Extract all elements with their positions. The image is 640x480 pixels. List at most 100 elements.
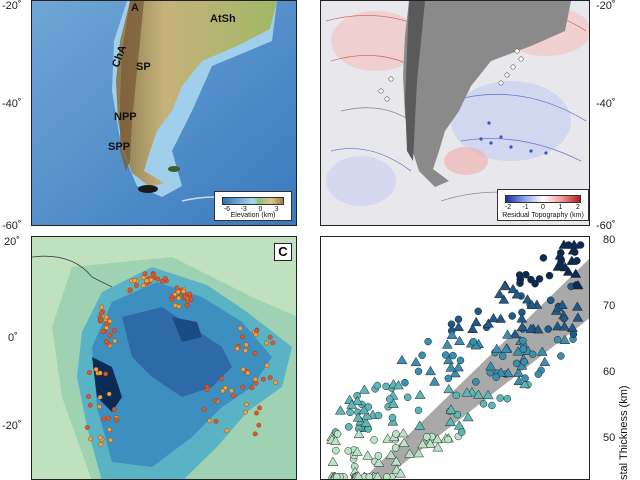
- scatter-triangle: [351, 446, 363, 456]
- scatter-circle: [512, 359, 521, 368]
- scatter-triangle: [404, 448, 416, 458]
- scatter-circle: [531, 279, 539, 288]
- scatter-triangle: [482, 318, 494, 328]
- scatter-triangle: [385, 449, 397, 459]
- scatter-circle: [392, 430, 400, 438]
- station-point: [144, 278, 150, 284]
- scatter-circle: [383, 473, 391, 479]
- scatter-circle: [346, 408, 354, 417]
- scatter-triangle: [556, 299, 568, 309]
- panel-thickness-scatter: [320, 236, 590, 480]
- scatter-triangle: [470, 316, 482, 327]
- scatter-triangle: [373, 457, 385, 467]
- scatter-triangle: [414, 389, 426, 399]
- station-point: [184, 303, 190, 308]
- scatter-circle: [332, 446, 340, 455]
- scatter-triangle: [461, 387, 473, 397]
- scatter-triangle: [417, 438, 429, 449]
- station-point: [176, 295, 182, 301]
- thickness-scatter-plot: [326, 239, 589, 479]
- scatter-circle: [364, 403, 373, 411]
- station-point: [252, 351, 258, 356]
- scatter-triangle: [571, 301, 583, 311]
- scatter-triangle: [441, 339, 453, 349]
- scatter-triangle: [392, 380, 404, 390]
- scatter-triangle: [499, 280, 511, 291]
- station-point: [498, 80, 504, 86]
- scatter-circle: [498, 352, 507, 360]
- scatter-circle: [539, 254, 548, 262]
- scatter-triangle: [443, 383, 455, 394]
- scatter-circle: [516, 279, 524, 287]
- scatter-circle: [388, 413, 397, 422]
- scatter-triangle: [432, 442, 444, 452]
- scatter-circle: [452, 391, 461, 400]
- station-point: [244, 401, 249, 407]
- scatter-triangle: [525, 323, 537, 333]
- station-point: [97, 370, 103, 376]
- scatter-circle: [423, 433, 431, 441]
- thickness-max-band: [172, 317, 202, 342]
- station-point: [175, 289, 181, 295]
- station-point: [148, 277, 154, 283]
- scatter-circle: [424, 337, 432, 346]
- elevation-tick: 0: [258, 206, 263, 213]
- scatter-triangle: [361, 410, 373, 420]
- andes-hillshade: [405, 1, 425, 161]
- scatter-triangle: [353, 471, 364, 479]
- station-point: [84, 425, 90, 430]
- station-point: [240, 366, 246, 372]
- station-point: [219, 376, 225, 382]
- scatter-triangle: [558, 321, 570, 331]
- station-point: [155, 276, 161, 282]
- scatter-triangle: [351, 395, 363, 406]
- scatter-triangle: [396, 354, 408, 365]
- contour-line: [330, 148, 412, 172]
- station-point: [224, 428, 230, 434]
- scatter-triangle: [519, 378, 531, 389]
- scatter-circle: [365, 473, 374, 479]
- scatter-circle: [403, 393, 412, 402]
- elevation-legend-ticks: -6 -3 0 3: [222, 206, 284, 215]
- panel-d-y-tick: 70: [603, 300, 616, 312]
- station-point: [260, 376, 266, 382]
- scatter-circle: [414, 367, 423, 376]
- scatter-circle: [546, 296, 555, 305]
- scatter-circle: [469, 337, 478, 346]
- station-point: [100, 329, 106, 335]
- station-point: [112, 338, 118, 344]
- scatter-circle: [447, 320, 456, 328]
- scatter-circle: [333, 473, 341, 479]
- scatter-triangle: [454, 335, 465, 345]
- station-point: [207, 418, 213, 424]
- scatter-circle: [441, 351, 450, 359]
- station-point: [267, 375, 273, 381]
- scatter-triangle: [498, 294, 510, 304]
- scatter-circle: [374, 411, 383, 420]
- elevation-map-canvas: [32, 1, 296, 225]
- scatter-triangle: [410, 356, 422, 367]
- station-point: [254, 410, 259, 416]
- residual-tick: 1: [558, 204, 563, 211]
- scatter-circle: [557, 352, 565, 360]
- elevation-tick: -3: [240, 206, 247, 213]
- scatter-triangle: [446, 329, 458, 339]
- scatter-circle: [553, 335, 562, 344]
- station-point: [220, 388, 226, 394]
- label-spp: SPP: [108, 141, 131, 153]
- residual-point: [489, 141, 493, 145]
- scatter-triangle: [539, 356, 551, 367]
- scatter-circle: [401, 378, 409, 387]
- station-point: [141, 283, 146, 288]
- scatter-triangle: [413, 448, 424, 458]
- scatter-triangle: [373, 471, 383, 479]
- station-point: [252, 376, 258, 382]
- scatter-circle: [572, 281, 581, 289]
- station-point: [162, 276, 168, 281]
- scatter-circle: [414, 406, 423, 415]
- scatter-triangle: [453, 362, 464, 372]
- residual-tick: -1: [522, 204, 529, 211]
- tierra-del-fuego: [138, 185, 158, 193]
- scatter-triangle: [449, 367, 461, 378]
- panel-c-lat-tick: 0˚: [8, 332, 18, 344]
